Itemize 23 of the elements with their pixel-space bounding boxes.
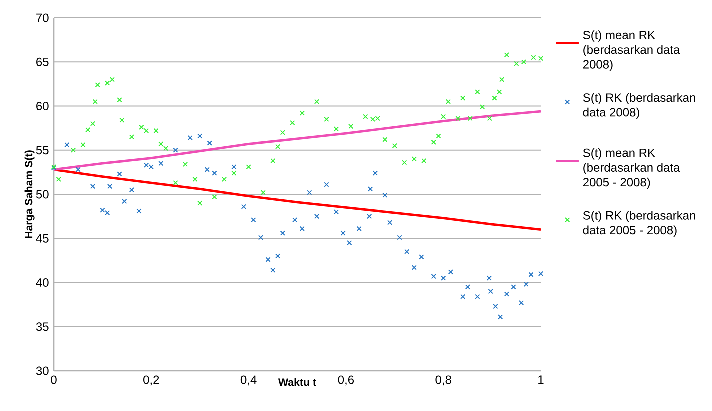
x-tick-label: 0,4 — [240, 376, 257, 386]
legend-label: S(t) mean RK (berdasarkan data 2005 - 2008) — [583, 148, 680, 190]
legend-label: S(t) RK (berdasarkan data 2005 - 2008) — [583, 211, 696, 237]
y-tick-label: 40 — [36, 278, 49, 288]
y-tick-label: 50 — [36, 190, 49, 199]
x-axis-title: Waktu t — [278, 378, 316, 386]
y-tick-label: 70 — [36, 14, 49, 22]
y-axis-title: Harga Saham S(t) — [24, 150, 35, 238]
x-tick-label: 1 — [538, 376, 544, 384]
x-tick-label: 0,6 — [338, 376, 354, 386]
legend-label: S(t) RK (berdasarkan data 2008) — [583, 93, 696, 120]
y-tick-label: 60 — [36, 102, 49, 111]
line-series — [54, 110, 542, 171]
x-tick-label: 0 — [51, 376, 57, 384]
x-tick-label: 0,2 — [144, 376, 160, 386]
line-series — [54, 168, 542, 231]
y-tick-label: 30 — [36, 366, 49, 376]
y-tick-label: 55 — [36, 146, 49, 155]
x-tick-label: 0,8 — [436, 376, 452, 386]
y-tick-label: 45 — [36, 234, 49, 243]
y-tick-label: 35 — [36, 322, 49, 332]
y-tick-label: 65 — [36, 58, 49, 66]
legend-label: S(t) mean RK (berdasarkan data 2008) — [583, 30, 680, 72]
